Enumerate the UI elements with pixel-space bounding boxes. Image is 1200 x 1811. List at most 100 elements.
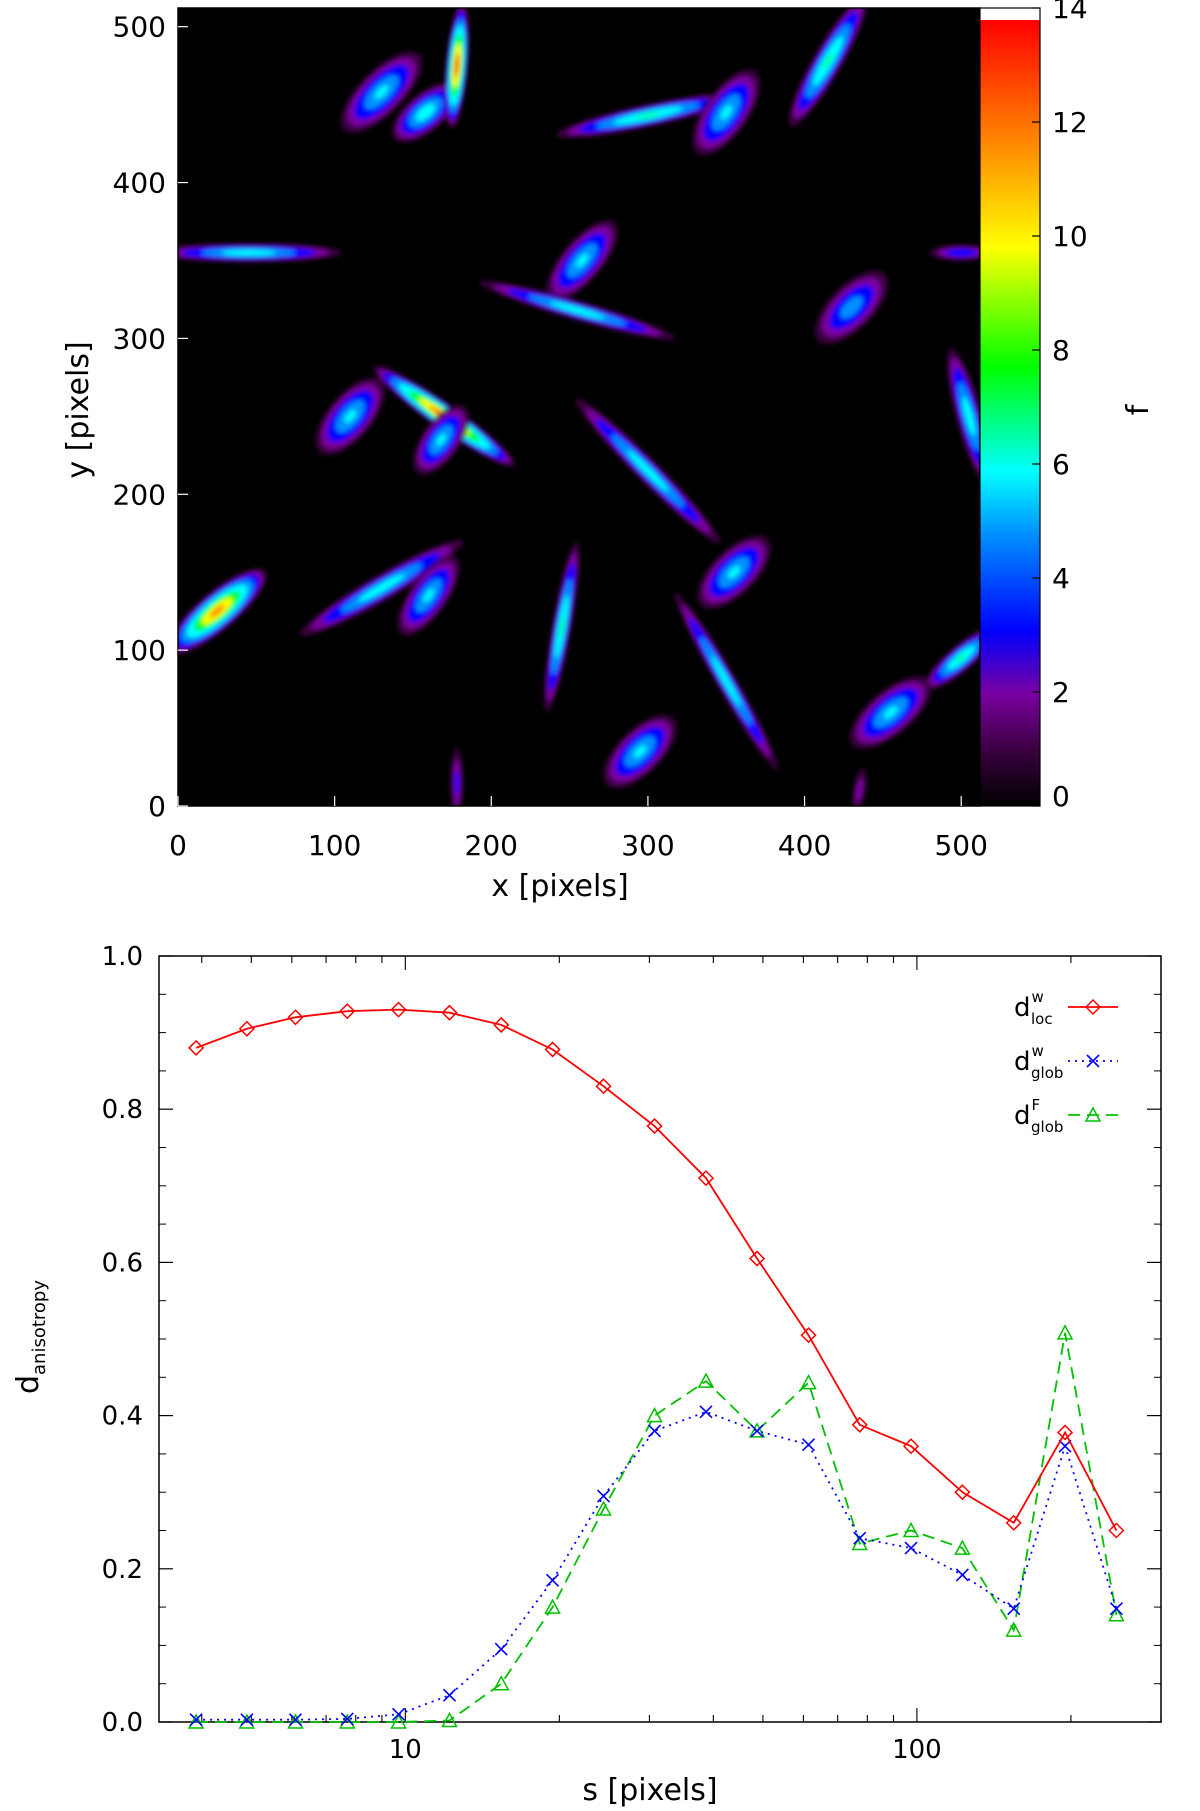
heatmap-blob-contour (374, 85, 389, 99)
heatmap-blob (315, 377, 385, 456)
legend-label-main: d (1014, 1101, 1031, 1131)
heatmap-blob-contour (883, 706, 898, 719)
heatmap-blob (340, 51, 423, 133)
data-point-diamond (238, 1020, 255, 1037)
data-point-diamond (748, 1250, 766, 1267)
data-point-x (699, 1405, 713, 1419)
data-point-triangle (851, 1534, 868, 1551)
heatmap-blob (397, 555, 460, 636)
data-point-x (750, 1424, 764, 1438)
heatmap-blob-contour (711, 656, 741, 707)
data-point-diamond (902, 1438, 920, 1455)
heatmap-y-tick-label: 200 (113, 478, 166, 511)
heatmap-blob (575, 398, 721, 544)
data-point-diamond (595, 1078, 612, 1095)
x-tick-label: 100 (892, 1735, 942, 1765)
heatmap-blob (544, 541, 580, 712)
data-point-triangle (1005, 1621, 1022, 1637)
heatmap-blob-contour (633, 745, 647, 758)
data-point-x (340, 1712, 354, 1726)
data-point-x (955, 1568, 969, 1582)
legend-label-sup: w (1032, 1042, 1044, 1060)
y-tick-label: 0.4 (102, 1402, 143, 1432)
data-point-triangle (748, 1422, 766, 1438)
heatmap-blob (299, 539, 464, 637)
heatmap-blob-contour (221, 250, 276, 256)
colorbar-tick-label: 14 (1052, 0, 1088, 25)
heatmap-x-tick-label: 500 (934, 829, 987, 862)
line-chart-x-axis-label: s [pixels] (582, 1773, 717, 1808)
heatmap-blob (450, 748, 464, 806)
heatmap-blob-contour (840, 296, 863, 319)
y-label-main: d (11, 1375, 46, 1394)
data-point-diamond (390, 1001, 407, 1018)
heatmap-blob (392, 82, 459, 143)
heatmap-blob (674, 593, 778, 770)
heatmap-blob-contour (823, 52, 833, 70)
data-point-diamond (646, 1117, 663, 1135)
legend-label-sub: glob (1031, 1118, 1063, 1136)
data-point-triangle (800, 1374, 817, 1390)
line-chart-plot-area (158, 955, 1162, 1723)
line-chart-axes: 0.0 0.2 0.4 0.6 0.8 1.0 10 100 (102, 942, 1162, 1765)
legend-label-main: d (1014, 993, 1031, 1023)
heatmap-x-tick-label: 200 (465, 829, 518, 862)
colorbar-tick-label: 4 (1052, 562, 1070, 595)
colorbar-tick-label: 6 (1052, 448, 1070, 481)
data-point-x (1058, 1439, 1072, 1453)
legend-label: dw loc (1014, 988, 1053, 1028)
heatmap-blob (788, 8, 868, 127)
data-point-diamond (287, 1009, 304, 1026)
heatmap-blob (929, 244, 980, 261)
legend-label: dw glob (1014, 1042, 1063, 1082)
heatmap-x-axis-label: x [pixels] (491, 869, 628, 904)
data-point-x (647, 1424, 662, 1438)
heatmap-blob-contour (455, 58, 459, 74)
data-point-triangle (187, 1713, 205, 1729)
heatmap-blob (814, 270, 889, 344)
y-tick-label: 0.2 (102, 1555, 143, 1585)
heatmap-blob (178, 568, 267, 654)
data-point-x (1007, 1602, 1021, 1616)
data-point-triangle (902, 1521, 920, 1538)
heatmap-blob (178, 243, 343, 263)
heatmap-blob-contour (559, 616, 564, 638)
heatmap-x-tick-label: 400 (778, 829, 831, 862)
heatmap-blob-contour (720, 105, 732, 120)
series-line (195, 1008, 1118, 1531)
data-point-diamond (493, 1016, 510, 1034)
heatmap-blob-contour (576, 253, 589, 268)
line-chart-y-axis-label: danisotropy (11, 1280, 50, 1394)
heatmap-y-tick-label: 400 (113, 167, 166, 200)
data-point-triangle (1084, 1106, 1102, 1122)
heatmap-blob (852, 768, 867, 806)
colorbar-tick-label: 0 (1052, 780, 1070, 813)
legend-label-sub: loc (1031, 1010, 1053, 1028)
data-point-triangle (697, 1372, 715, 1388)
heatmap-blob-contour (436, 433, 446, 446)
data-point-triangle (493, 1675, 510, 1691)
data-point-diamond (1108, 1522, 1125, 1539)
heatmap-blob (697, 535, 771, 609)
series-line (196, 1332, 1118, 1723)
data-point-triangle (287, 1713, 304, 1729)
data-point-triangle (1056, 1324, 1074, 1340)
heatmap-blob-contour (627, 450, 669, 492)
legend-label-main: d (1014, 1047, 1031, 1077)
data-point-x (1086, 1054, 1100, 1068)
y-tick-label: 0.0 (102, 1708, 143, 1738)
data-point-x (288, 1713, 303, 1727)
heatmap-blob-contour (209, 604, 225, 618)
data-point-triangle (1108, 1606, 1125, 1622)
colorbar-label: f (1121, 403, 1156, 415)
legend-label-sup: F (1032, 1096, 1041, 1114)
heatmap-blob (479, 280, 676, 340)
data-point-diamond (851, 1416, 868, 1433)
data-point-diamond (1084, 998, 1102, 1016)
heatmap-y-tick-label: 100 (113, 634, 166, 667)
data-point-triangle (441, 1711, 458, 1728)
data-point-triangle (595, 1500, 612, 1516)
data-point-triangle (390, 1713, 407, 1729)
